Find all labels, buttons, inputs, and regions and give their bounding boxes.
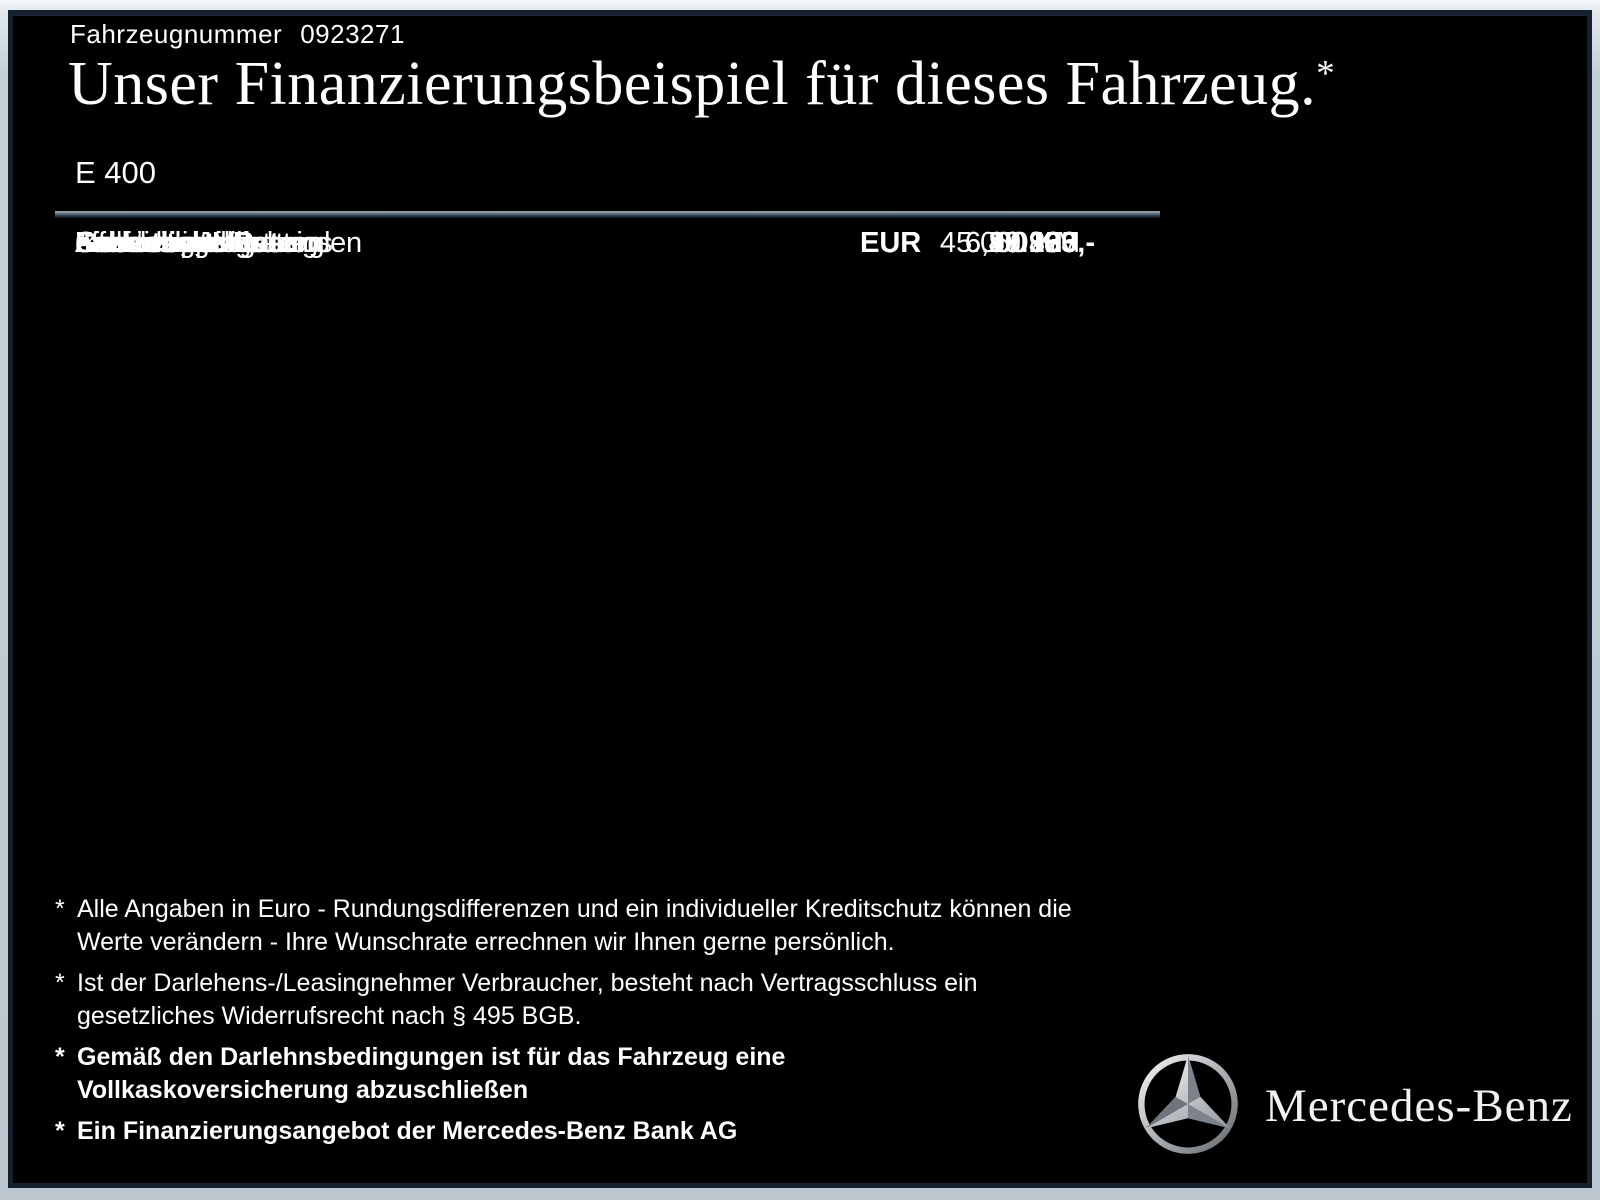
row-value: EUR 19.155,-: [860, 218, 1160, 269]
currency-label: EUR: [860, 227, 922, 259]
currency-label: EUR: [860, 227, 922, 259]
row-value: 6,99 %: [860, 218, 1160, 269]
amount: 8.268,-: [1004, 227, 1095, 259]
row-value: EUR 18.126,-: [860, 218, 1160, 269]
row-value: EUR 333,-: [860, 218, 1160, 269]
footnote-marker: *: [55, 895, 65, 923]
row-value: 45.000 KM: [860, 218, 1160, 269]
amount: 6,77 %: [964, 227, 1056, 259]
footnote: * Alle Angaben in Euro - Rundungsdiffere…: [55, 893, 1165, 959]
footnote: * Gemäß den Darlehnsbedingungen ist für …: [55, 1041, 1165, 1107]
row-label: Anzahlung: [75, 227, 210, 259]
footnote-text: Alle Angaben in Euro - Rundungsdifferenz…: [77, 895, 1072, 956]
amount: 6,99 %: [964, 227, 1056, 259]
row-label: Gesamtbetrag: [75, 227, 256, 259]
row-label: Schlussrate: [75, 227, 224, 259]
footnotes: * Alle Angaben in Euro - Rundungsdiffere…: [55, 893, 1165, 1156]
amount: 19.155,-: [988, 227, 1095, 259]
footnote-text: Ein Finanzierungsangebot der Mercedes-Be…: [77, 1117, 738, 1145]
row-separator: [55, 211, 295, 218]
amount: 38.103,-: [988, 227, 1095, 259]
currency-label: EUR: [860, 227, 922, 259]
row-label: Laufzeit in Monaten: [75, 227, 323, 259]
table-row-monthly-rate: monatliche Rate EUR 333,-: [55, 211, 1095, 269]
footnote-marker: *: [55, 969, 65, 997]
amount: 18.126,-: [988, 227, 1095, 259]
financing-table: Fahrzeugpreis EUR 48.990,- Anzahlung EUR 1…: [55, 211, 1160, 259]
row-value: 60: [860, 218, 1160, 269]
row-label: Sollzins p.a. gebunden: [75, 227, 362, 259]
financing-sheet: Fahrzeugnummer 0923271 Unser Finanzierung…: [8, 10, 1592, 1188]
row-value: 6,77 %: [860, 218, 1160, 269]
footnote-marker: *: [55, 1043, 65, 1071]
amount: 60: [993, 227, 1027, 259]
row-label: monatliche Rate: [75, 227, 295, 259]
page-title: Unser Finanzierungsbeispiel für dieses F…: [68, 50, 1336, 118]
footnote: * Ein Finanzierungsangebot der Mercedes-…: [55, 1115, 1165, 1148]
row-value: EUR 29.835,-: [860, 218, 1160, 269]
amount: 333,-: [1028, 227, 1095, 259]
vehicle-number-value: 0923271: [300, 19, 405, 49]
currency-label: EUR: [860, 227, 922, 259]
currency-label: EUR: [860, 227, 922, 259]
row-value: EUR 8.268,-: [860, 218, 1160, 269]
title-footnote-marker: *: [1316, 53, 1336, 95]
table-row: Anzahlung EUR 19.155,-: [55, 211, 1095, 269]
vehicle-number-label: Fahrzeugnummer: [70, 19, 283, 49]
footnote: * Ist der Darlehens-/Leasingnehmer Verbr…: [55, 967, 1165, 1033]
vehicle-number-line: Fahrzeugnummer 0923271: [70, 19, 405, 50]
currency-label: EUR: [860, 227, 922, 259]
row-label: effektiver Jahreszins: [75, 227, 333, 259]
row-label: Gesamtlaufleistung: [75, 227, 318, 259]
table-bottom-separator: [55, 211, 1160, 218]
brand-wordmark: Mercedes-Benz: [1265, 1080, 1573, 1132]
row-label: Zinsen: [75, 227, 161, 259]
amount: 48.990,-: [988, 227, 1095, 259]
row-value: EUR 48.990,-: [860, 218, 1160, 269]
row-value: EUR 38.103,-: [860, 218, 1160, 269]
model-name: E 400: [75, 155, 157, 190]
footnote-text: Gemäß den Darlehnsbedingungen ist für da…: [77, 1043, 786, 1104]
footnote-text: Ist der Darlehens-/Leasingnehmer Verbrau…: [77, 969, 978, 1030]
currency-label: EUR: [860, 227, 922, 259]
mercedes-star-icon: [1138, 1054, 1238, 1154]
amount: 29.835,-: [988, 227, 1095, 259]
footnote-marker: *: [55, 1117, 65, 1145]
row-label: Gesamtkreditbetrag: [75, 227, 325, 259]
amount: 45.000 KM: [939, 227, 1081, 259]
row-label: Fahrzeugpreis: [75, 227, 257, 259]
